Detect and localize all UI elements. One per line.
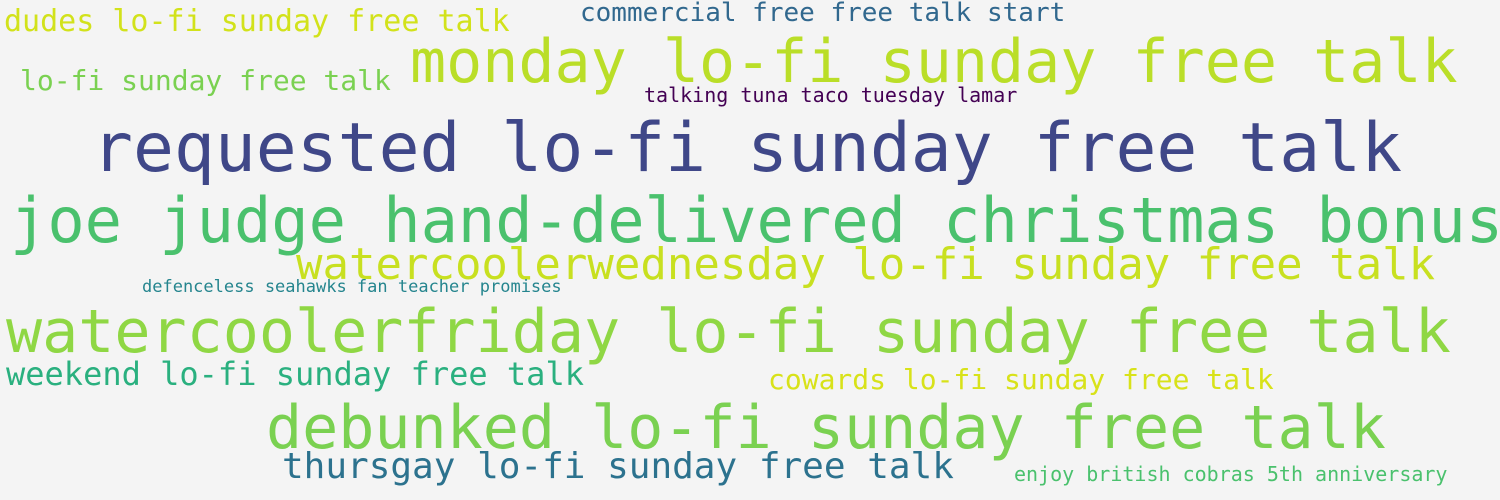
word-debunked: debunked lo-fi sunday free talk xyxy=(266,393,1386,463)
word-monday: monday lo-fi sunday free talk xyxy=(410,27,1458,97)
word-joe-judge: joe judge hand-delivered christmas bonus… xyxy=(10,184,1500,257)
word-talking-tuna: talking tuna taco tuesday lamar xyxy=(644,83,1018,107)
word-lofi: lo-fi sunday free talk xyxy=(20,64,391,97)
word-defenceless: defenceless seahawks fan teacher promise… xyxy=(142,277,562,297)
word-watercoolerwednesday: watercoolerwednesday lo-fi sunday free t… xyxy=(296,239,1436,290)
word-cowards: cowards lo-fi sunday free talk xyxy=(768,363,1274,396)
word-enjoy-british: enjoy british cobras 5th anniversary xyxy=(1014,462,1448,486)
word-thursgay: thursgay lo-fi sunday free talk xyxy=(282,446,954,487)
word-dudes: dudes lo-fi sunday free talk xyxy=(4,4,510,39)
word-requested: requested lo-fi sunday free talk xyxy=(92,109,1403,188)
word-weekend: weekend lo-fi sunday free talk xyxy=(6,355,584,393)
word-commercial-free: commercial free free talk start xyxy=(580,0,1066,28)
word-watercoolerfriday: watercoolerfriday lo-fi sunday free talk xyxy=(6,297,1451,367)
